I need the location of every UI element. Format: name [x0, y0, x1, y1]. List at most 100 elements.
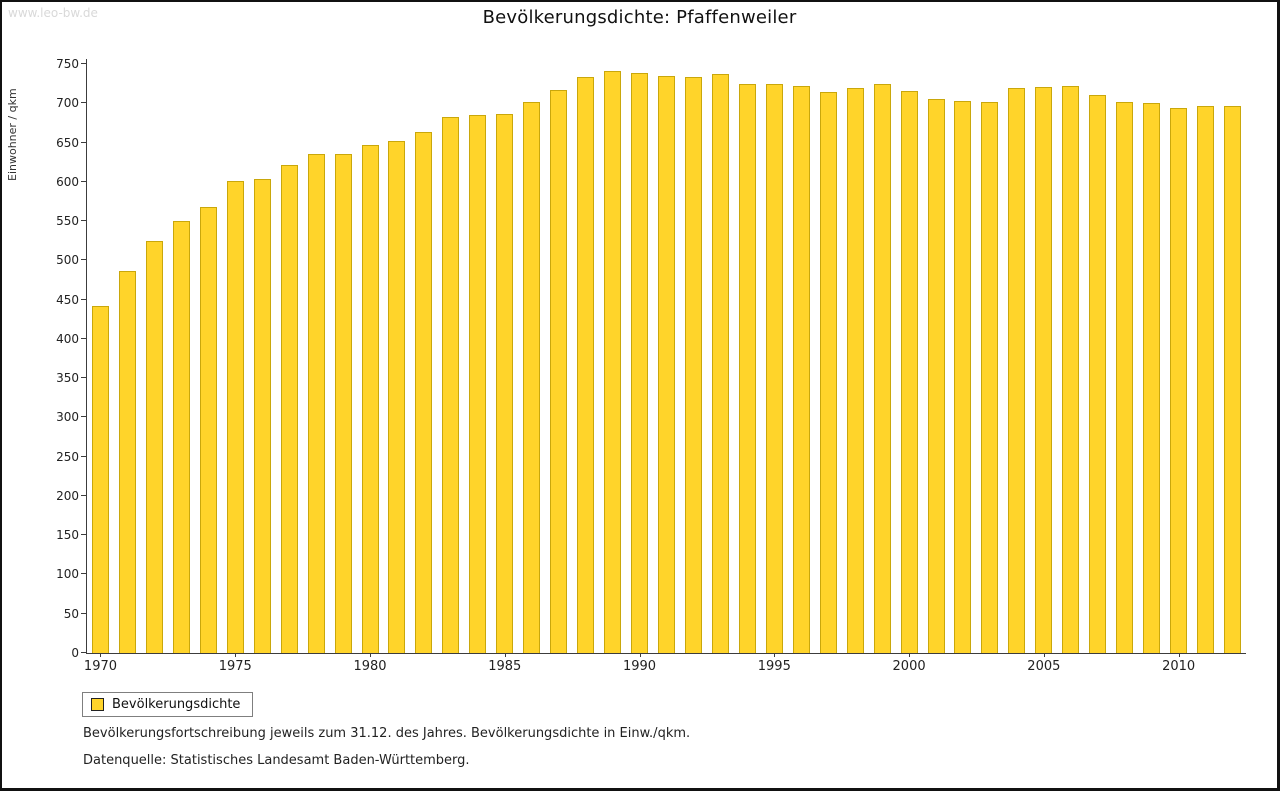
plot-area: 0 50 100 150 200 250 300 350 400 450 500 550 600 650 7…: [56, 57, 1246, 674]
bar-1982: [415, 132, 433, 653]
y-tick-label: 0: [71, 646, 79, 660]
y-tick-label: 500: [56, 253, 79, 268]
y-tick-label: 300: [56, 410, 79, 425]
bar-1989: [604, 71, 622, 653]
y-tick-mark: [81, 102, 86, 104]
x-tick-mark: [1043, 653, 1045, 657]
x-tick-label: 2005: [1027, 659, 1061, 674]
bar-1987: [550, 90, 568, 653]
bar-1972: [145, 241, 163, 653]
y-tick-mark: [81, 63, 86, 64]
chart-title: Bevölkerungsdichte: Pfaffenweiler: [482, 7, 797, 28]
y-tick-label: 100: [56, 567, 79, 582]
y-tick-mark: [81, 377, 86, 379]
bar-1974: [199, 207, 217, 653]
bar-1975: [226, 181, 244, 653]
x-tick-label: 1985: [488, 659, 522, 674]
bar-2002: [954, 101, 972, 653]
y-tick-label: 700: [56, 96, 79, 111]
x-tick-label: 2000: [892, 659, 926, 674]
bar-2011: [1197, 106, 1215, 653]
bar-1999: [873, 84, 891, 653]
y-tick-mark: [81, 141, 86, 143]
bar-1995: [765, 84, 783, 653]
legend-swatch: [91, 698, 104, 711]
y-tick-mark: [81, 534, 86, 536]
caption-data-source: Datenquelle: Statistisches Landesamt Bad…: [83, 753, 470, 768]
bar-2010: [1170, 108, 1188, 653]
bar-1973: [172, 221, 190, 653]
bar-1990: [631, 73, 649, 653]
bar-1997: [819, 92, 837, 653]
bar-1985: [496, 114, 514, 653]
x-tick-mark: [1178, 653, 1180, 657]
x-tick-label: 1980: [353, 659, 387, 674]
bar-1992: [684, 77, 702, 653]
y-tick-label: 350: [56, 371, 79, 386]
bar-1986: [523, 102, 541, 653]
bar-2005: [1035, 87, 1053, 653]
y-tick-mark: [81, 652, 86, 653]
bar-1993: [711, 74, 729, 653]
bar-2008: [1116, 102, 1134, 653]
y-tick-mark: [81, 612, 86, 614]
bar-1984: [469, 115, 487, 653]
x-tick-mark: [909, 653, 911, 657]
y-tick-label: 50: [63, 606, 79, 621]
bar-1980: [361, 145, 379, 653]
bar-1981: [388, 141, 406, 653]
y-tick-mark: [81, 455, 86, 457]
bar-1979: [334, 154, 352, 653]
legend-label: Bevölkerungsdichte: [112, 697, 241, 712]
bar-1977: [280, 165, 298, 653]
caption-source-note: Bevölkerungsfortschreibung jeweils zum 3…: [83, 726, 691, 741]
y-tick-label: 150: [56, 528, 79, 543]
x-tick-label: 2010: [1162, 659, 1196, 674]
x-tick-mark: [774, 653, 776, 657]
y-axis-label: Einwohner / qkm: [6, 88, 19, 182]
x-tick-mark: [100, 653, 102, 657]
bar-1988: [577, 77, 595, 653]
bar-2006: [1062, 86, 1080, 653]
y-tick-label: 200: [56, 488, 79, 503]
x-tick-label: 1970: [83, 659, 118, 674]
bar-1991: [658, 76, 675, 653]
y-tick-mark: [81, 220, 86, 222]
bar-2009: [1143, 103, 1161, 653]
bar-2004: [1008, 88, 1026, 653]
x-tick-mark: [370, 653, 371, 657]
y-tick-label: 550: [56, 214, 79, 229]
y-tick-label: 600: [56, 174, 79, 189]
y-tick-mark: [81, 298, 86, 300]
y-tick-label: 650: [56, 135, 79, 150]
legend: Bevölkerungsdichte: [82, 692, 254, 717]
y-tick-mark: [81, 180, 86, 182]
y-tick-label: 250: [56, 449, 79, 464]
y-tick-mark: [81, 259, 86, 261]
x-tick-label: 1975: [218, 659, 252, 674]
x-tick-mark: [504, 653, 506, 657]
bar-1998: [846, 88, 864, 653]
bar-1983: [442, 117, 460, 653]
bar-2000: [900, 91, 918, 653]
y-tick-label: 450: [56, 292, 79, 307]
bar-1996: [792, 86, 810, 653]
x-tick-label: 1990: [622, 659, 657, 674]
watermark: www.leo-bw.de: [8, 6, 98, 20]
y-tick-label: 750: [56, 57, 79, 71]
bar-1978: [307, 154, 325, 653]
bar-1971: [118, 271, 136, 653]
bar-2003: [981, 102, 999, 653]
bar-1976: [253, 179, 271, 653]
x-tick-label: 1995: [757, 659, 791, 674]
x-tick-mark: [235, 653, 237, 657]
bar-1970: [91, 306, 109, 653]
y-tick-mark: [81, 416, 86, 418]
y-tick-mark: [81, 494, 86, 496]
y-tick-label: 400: [56, 331, 79, 346]
bar-2001: [927, 99, 945, 653]
bar-2007: [1089, 95, 1107, 653]
bar-1994: [738, 84, 756, 653]
y-tick-mark: [81, 573, 86, 575]
